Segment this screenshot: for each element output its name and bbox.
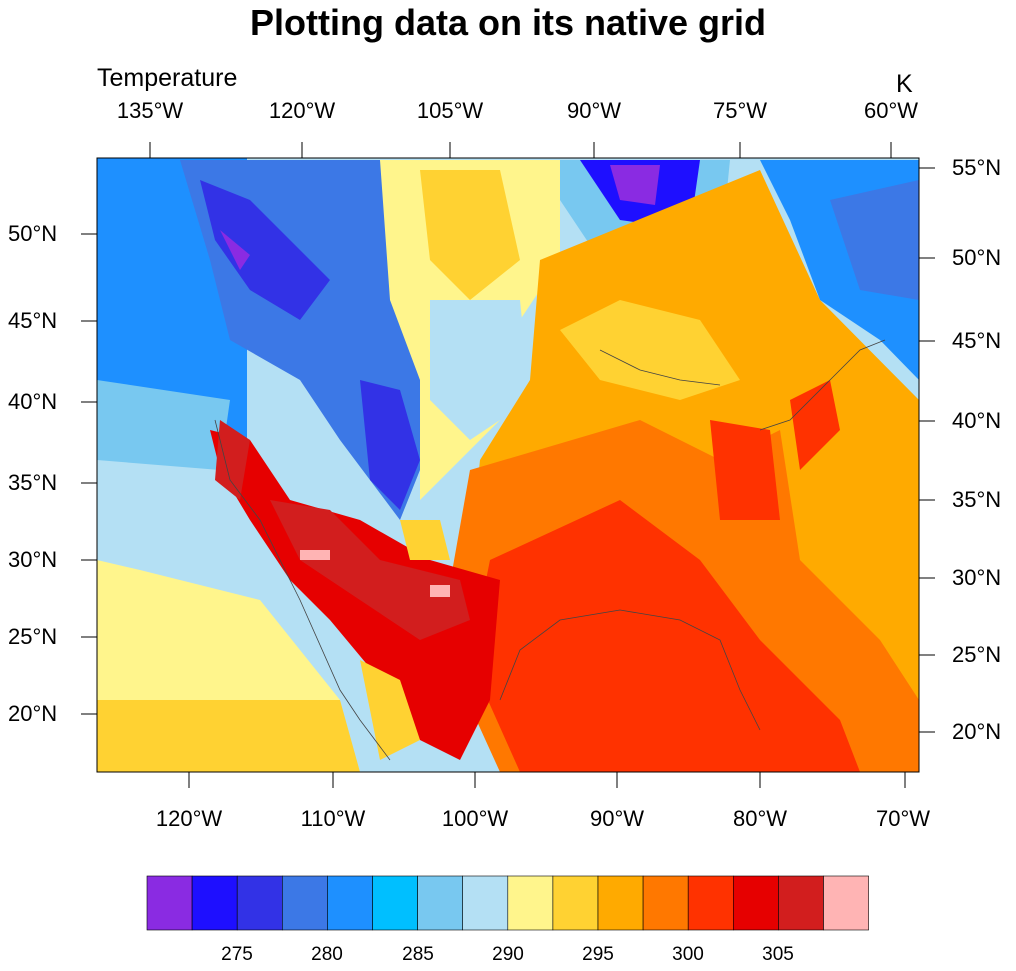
pacific-south (97, 560, 340, 720)
colorbar-box (642, 875, 689, 931)
west-coastline (214, 419, 391, 761)
left-tick-label: 20°N (8, 701, 58, 726)
colorbar-box (281, 875, 328, 931)
left-tick-label: 35°N (8, 470, 58, 495)
ohio-hot (710, 420, 780, 520)
colorbar-box (732, 875, 779, 931)
colorbar-label: 305 (762, 944, 794, 965)
left-tick-label: 25°N (8, 624, 58, 649)
gulf-hot (470, 500, 860, 772)
labrador-colder (830, 180, 919, 300)
bottom-tick-label: 90°W (589, 806, 645, 831)
right-tick-label: 30°N (952, 565, 1002, 590)
colorbar-label: 300 (672, 944, 704, 965)
right-tick-label: 20°N (952, 719, 1002, 744)
right-tick-label: 25°N (952, 642, 1002, 667)
colorbar-label: 285 (402, 944, 434, 965)
colorbar-box (597, 875, 644, 931)
mexico-highlands (360, 660, 420, 760)
colorbar-box (552, 875, 599, 931)
desert-hotter (270, 500, 470, 640)
colorbar-box (146, 875, 193, 931)
bottom-tick-label: 70°W (875, 806, 931, 831)
bottom-tick-label: 80°W (732, 806, 788, 831)
left-tick-label: 40°N (8, 389, 58, 414)
pacific-far-south (97, 700, 360, 772)
colorbar-box (687, 875, 734, 931)
units-label: K (896, 70, 913, 98)
top-tick-label: 135°W (116, 98, 184, 123)
gulf-coastline (499, 609, 761, 731)
bottom-tick-label: 100°W (441, 806, 509, 831)
central-valley (215, 420, 250, 500)
axis-ticks (81, 142, 935, 788)
map-border (96, 157, 920, 773)
plot-title: Plotting data on its native grid (249, 2, 767, 43)
right-tick-label: 50°N (952, 245, 1002, 270)
colorbar (146, 875, 869, 931)
bottom-tick-label: 110°W (300, 806, 366, 831)
colorbar-box (236, 875, 283, 931)
plains-cool (430, 300, 530, 440)
right-tick-label: 45°N (952, 328, 1002, 353)
top-tick-label: 120°W (268, 98, 336, 123)
colorbar-box (462, 875, 509, 931)
pacific-mid (97, 380, 230, 470)
rockies-colder (200, 180, 330, 320)
colorbar-box (372, 875, 418, 931)
colorbar-label: 295 (582, 944, 614, 965)
colorbar-label: 290 (492, 944, 524, 965)
colorbar-box (823, 875, 869, 931)
rockies-south-cold (360, 380, 420, 510)
variable-label: Temperature (97, 64, 238, 92)
top-tick-label: 60°W (863, 98, 919, 123)
colorbar-box (417, 875, 464, 931)
right-tick-label: 55°N (952, 155, 1002, 180)
right-tick-label: 35°N (952, 487, 1002, 512)
great-lakes-outline (599, 349, 721, 386)
plains-warm (420, 170, 520, 300)
colorbar-label: 280 (311, 944, 343, 965)
hudson-coldest (610, 165, 660, 205)
rockies-coldest (220, 230, 250, 270)
top-tick-label: 90°W (566, 98, 622, 123)
temperature-field (97, 158, 919, 772)
bottom-tick-label: 120°W (155, 806, 223, 831)
colorbar-box (778, 875, 824, 931)
desert-hottest-1 (300, 550, 330, 560)
colorbar-box (327, 875, 373, 931)
great-lakes-warm (560, 300, 740, 400)
top-tick-label: 75°W (712, 98, 768, 123)
colorbar-label: 275 (221, 944, 253, 965)
northeast-hot (790, 380, 840, 470)
colorbar-box (191, 875, 238, 931)
desert-hottest-2 (430, 585, 450, 597)
sierra-madre-warm (400, 520, 450, 560)
left-tick-label: 30°N (8, 547, 58, 572)
east-coastline (759, 339, 886, 431)
top-tick-label: 105°W (416, 98, 484, 123)
right-tick-label: 40°N (952, 408, 1002, 433)
left-tick-label: 50°N (8, 221, 58, 246)
left-tick-label: 45°N (8, 308, 58, 333)
colorbar-box (507, 875, 554, 931)
